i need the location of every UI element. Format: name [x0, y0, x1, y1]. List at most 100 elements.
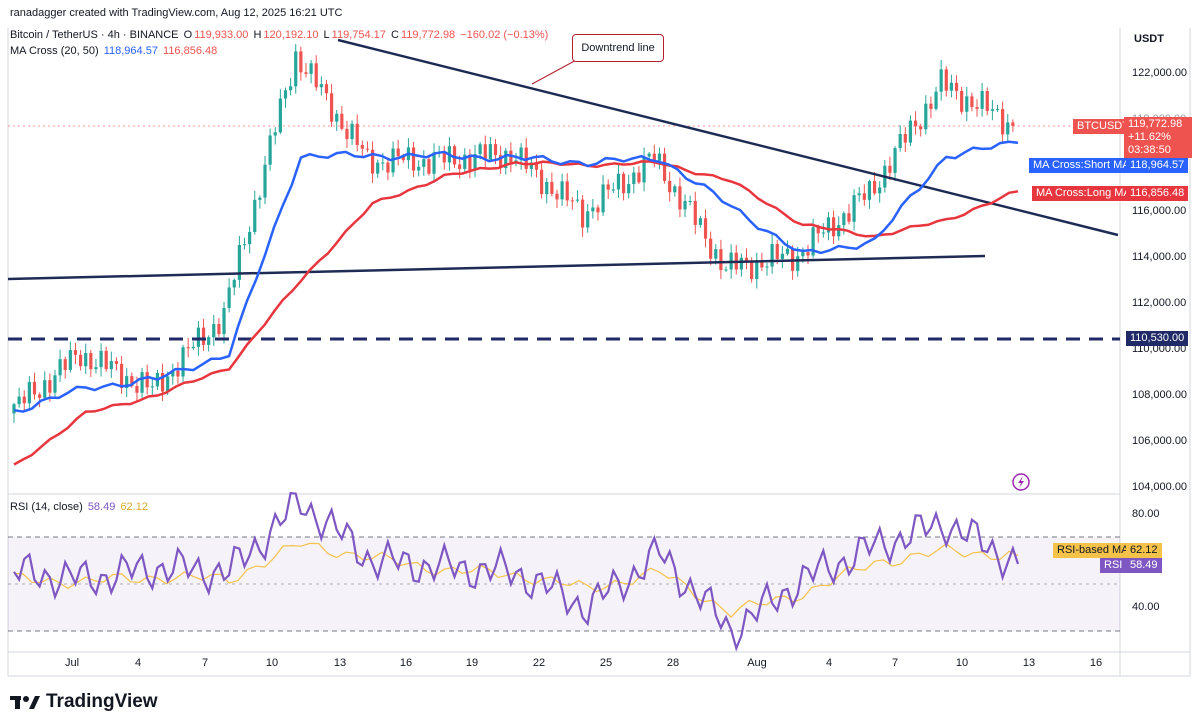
- ohlc-close-value: 119,772.98: [400, 29, 456, 41]
- candle-down: [1001, 109, 1005, 135]
- short-ma-tag-value[interactable]: 118,964.57: [1126, 158, 1189, 173]
- candle-down: [160, 372, 165, 392]
- support-tag-value[interactable]: 110,530.00: [1126, 331, 1189, 346]
- btc-price-tag[interactable]: 119,772.98 +11.62% 03:38:50: [1124, 117, 1192, 158]
- candle-down: [201, 327, 206, 345]
- candle-up: [683, 200, 687, 210]
- candle-up: [263, 164, 267, 198]
- candle-up: [842, 213, 846, 226]
- downtrend-callout[interactable]: Downtrend line: [572, 34, 664, 62]
- candle-up: [43, 380, 47, 398]
- candle-up: [171, 370, 175, 377]
- currency-label: USDT: [1134, 33, 1164, 45]
- rsi-ma-tag-value[interactable]: 62.12: [1126, 543, 1162, 558]
- time-tick: Jul: [64, 657, 80, 669]
- candle-down: [580, 199, 585, 228]
- btc-countdown: 03:38:50: [1128, 144, 1171, 156]
- candle-down: [329, 93, 334, 122]
- ohlc-open-label: O: [183, 29, 193, 41]
- symbol-legend[interactable]: Bitcoin / TetherUS · 4h · BINANCE O 119,9…: [10, 29, 550, 41]
- candle-up: [811, 227, 815, 256]
- candle-up: [673, 186, 677, 193]
- candle-down: [540, 169, 544, 195]
- price-tick: 110,000.00: [1132, 343, 1187, 355]
- long-ma-line[interactable]: [13, 160, 1019, 466]
- candle-down: [355, 123, 359, 145]
- btc-symbol-tag[interactable]: BTCUSDT: [1073, 119, 1133, 134]
- candle-up: [248, 232, 252, 245]
- time-tick: 13: [333, 657, 347, 669]
- short-ma-tag-label[interactable]: MA Cross:Short MA: [1029, 158, 1134, 173]
- brand-name: TradingView: [46, 691, 158, 712]
- rsi-line[interactable]: [13, 491, 1020, 652]
- candle-up: [698, 218, 703, 225]
- candle-down: [678, 186, 682, 210]
- candle-up: [222, 308, 226, 335]
- short-ma-line[interactable]: [13, 140, 1019, 413]
- ohlc-change: −160.02 (−0.13%): [460, 29, 549, 41]
- candle-down: [847, 213, 851, 222]
- candle-down: [806, 252, 810, 256]
- candle-down: [919, 126, 923, 130]
- candle-down: [570, 200, 574, 202]
- candle-up: [68, 350, 72, 370]
- candle-up: [309, 63, 313, 74]
- rsi-tag-label[interactable]: RSI: [1100, 558, 1127, 573]
- candle-down: [73, 350, 78, 355]
- candle-down: [668, 180, 672, 193]
- candle-down: [217, 323, 221, 335]
- price-tick: 114,000.00: [1132, 251, 1187, 263]
- candle-up: [908, 120, 913, 143]
- candle-up: [258, 197, 262, 200]
- candle-down: [468, 154, 472, 170]
- candle-up: [417, 166, 421, 171]
- time-tick: 25: [599, 657, 613, 669]
- candle-down: [750, 260, 754, 280]
- candle-up: [381, 162, 385, 164]
- candle-down: [38, 394, 42, 398]
- candle-down: [314, 63, 318, 88]
- candle-up: [796, 256, 800, 271]
- candle-up: [17, 396, 21, 405]
- long-ma-tag-label[interactable]: MA Cross:Long MA: [1032, 186, 1135, 201]
- candle-up: [58, 359, 62, 376]
- candle-down: [621, 173, 626, 194]
- downtrend-line[interactable]: [337, 38, 1119, 237]
- candle-up: [724, 269, 728, 271]
- candle-up: [335, 113, 339, 122]
- ma-legend-label: MA Cross (20, 50): [10, 45, 99, 57]
- candle-down: [760, 260, 764, 268]
- ma-legend[interactable]: MA Cross (20, 50) 118,964.57 116,856.48: [10, 45, 219, 57]
- candle-up: [586, 211, 590, 228]
- candle-down: [483, 144, 487, 160]
- candle-up: [785, 248, 790, 254]
- ohlc-high-value: 120,192.10: [263, 29, 319, 41]
- candle-up: [821, 232, 825, 234]
- candle-up: [647, 153, 651, 157]
- rsi-tick: 80.00: [1132, 508, 1160, 520]
- candle-up: [867, 181, 872, 200]
- candle-up: [212, 323, 216, 338]
- candle-up: [545, 181, 549, 195]
- candle-down: [386, 162, 390, 173]
- time-tick: Aug: [747, 657, 767, 669]
- rsi-tag-value[interactable]: 58.49: [1126, 558, 1162, 573]
- long-ma-tag-value[interactable]: 116,856.48: [1126, 186, 1189, 201]
- candle-up: [283, 90, 288, 99]
- price-tick: 104,000.00: [1132, 481, 1188, 493]
- rsi-legend[interactable]: RSI (14, close) 58.49 62.12: [10, 501, 150, 513]
- time-tick: 7: [891, 657, 899, 669]
- candle-up: [53, 375, 57, 393]
- candle-up: [990, 109, 994, 111]
- ohlc-open-value: 119,933.00: [194, 29, 249, 41]
- rsi-ma-tag-label[interactable]: RSI-based MA: [1053, 543, 1133, 558]
- ascending-support-line[interactable]: [7, 254, 986, 281]
- bolt-icon[interactable]: [1012, 473, 1030, 491]
- candle-down: [345, 128, 349, 140]
- tradingview-brand[interactable]: TradingView: [10, 691, 158, 713]
- candle-up: [504, 150, 508, 169]
- candle-down: [186, 347, 190, 349]
- candle-up: [268, 135, 272, 165]
- candle-up: [289, 86, 293, 91]
